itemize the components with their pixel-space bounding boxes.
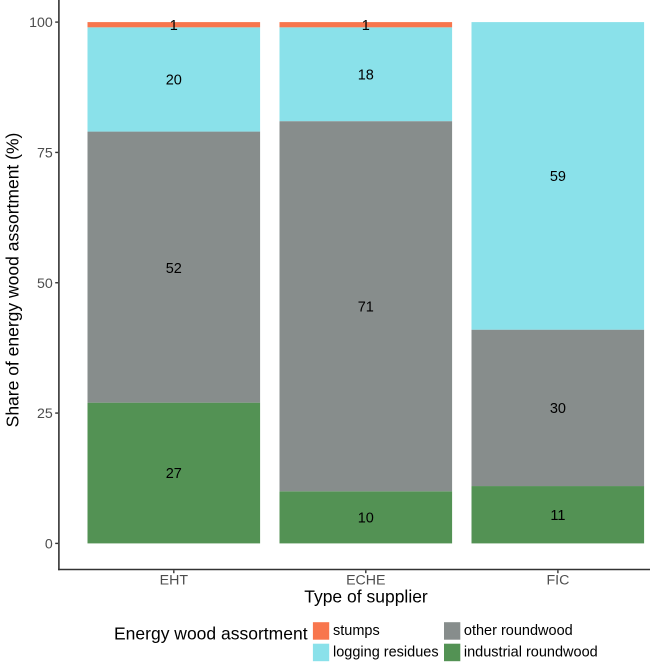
svg-text:1: 1 bbox=[170, 18, 178, 34]
svg-text:11: 11 bbox=[550, 508, 565, 524]
svg-text:18: 18 bbox=[358, 67, 374, 83]
svg-text:Energy wood assortment: Energy wood assortment bbox=[114, 624, 308, 644]
svg-text:27: 27 bbox=[166, 466, 182, 482]
svg-text:EHT: EHT bbox=[160, 573, 189, 589]
svg-text:59: 59 bbox=[550, 169, 566, 185]
svg-text:25: 25 bbox=[37, 406, 53, 422]
svg-text:10: 10 bbox=[358, 510, 374, 526]
svg-text:30: 30 bbox=[550, 401, 566, 417]
svg-text:71: 71 bbox=[358, 299, 374, 315]
svg-text:Type of supplier: Type of supplier bbox=[304, 587, 428, 607]
svg-text:52: 52 bbox=[166, 261, 182, 277]
svg-text:Share of energy wood assortmen: Share of energy wood assortment (%) bbox=[3, 133, 23, 428]
svg-text:1: 1 bbox=[362, 18, 370, 34]
svg-text:FIC: FIC bbox=[546, 573, 569, 589]
svg-text:ECHE: ECHE bbox=[346, 573, 385, 589]
svg-text:logging residues: logging residues bbox=[333, 645, 439, 661]
svg-text:75: 75 bbox=[37, 145, 53, 161]
svg-text:50: 50 bbox=[37, 276, 53, 292]
svg-text:other roundwood: other roundwood bbox=[464, 623, 573, 639]
svg-text:20: 20 bbox=[166, 73, 182, 89]
svg-text:100: 100 bbox=[29, 15, 53, 31]
svg-text:0: 0 bbox=[45, 536, 53, 552]
svg-text:stumps: stumps bbox=[333, 623, 380, 639]
svg-text:industrial roundwood: industrial roundwood bbox=[464, 645, 598, 661]
